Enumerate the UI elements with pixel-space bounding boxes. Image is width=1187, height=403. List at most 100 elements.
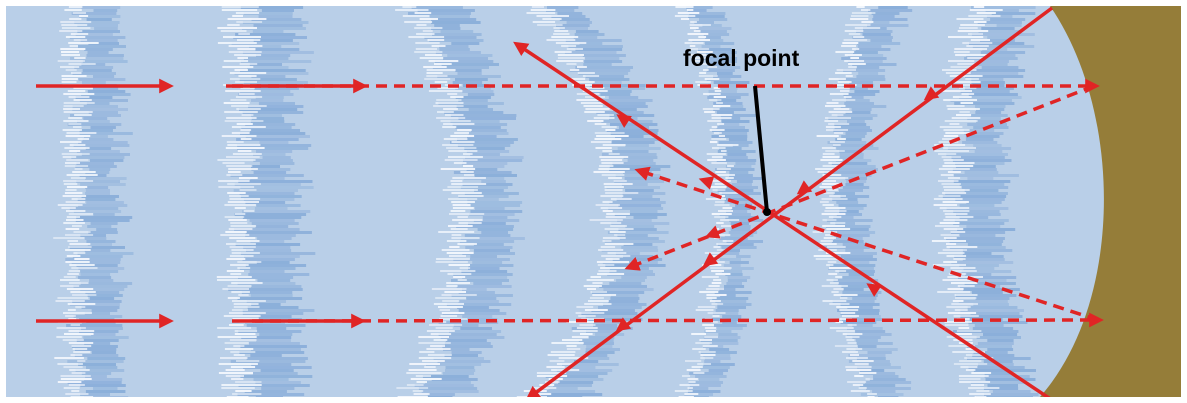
wave-streak <box>609 270 653 273</box>
wave-highlight <box>586 279 614 281</box>
wave-streak <box>80 384 126 387</box>
wave-highlight <box>226 396 249 397</box>
wave-streak <box>705 42 735 45</box>
wave-streak <box>76 180 120 183</box>
wave-streak <box>873 15 895 18</box>
wave-highlight <box>56 327 86 329</box>
wave-highlight <box>706 288 724 290</box>
wave-highlight <box>230 366 256 368</box>
wave-streak <box>593 321 620 324</box>
wave-highlight <box>944 120 978 122</box>
wave-streak <box>246 300 286 303</box>
wave-streak <box>712 297 749 300</box>
wave-streak <box>424 36 477 39</box>
wave-streak <box>967 243 1002 246</box>
wave-highlight <box>946 105 965 107</box>
wave-highlight <box>711 321 718 323</box>
wave-streak <box>249 270 285 273</box>
wave-highlight <box>223 36 261 38</box>
wave-highlight <box>942 192 967 194</box>
wave-streak <box>80 270 119 273</box>
wave-streak <box>611 222 670 225</box>
wave-streak <box>942 195 1007 198</box>
wave-highlight <box>854 375 864 377</box>
wave-streak <box>713 75 742 78</box>
wave-highlight <box>450 135 475 137</box>
wave-streak <box>711 135 748 138</box>
wave-highlight <box>423 66 447 68</box>
wave-highlight <box>236 240 260 242</box>
wave-highlight <box>230 351 256 353</box>
wave-highlight <box>602 150 612 152</box>
wave-highlight <box>943 210 970 212</box>
wave-streak <box>867 351 892 354</box>
wave-highlight <box>443 108 458 110</box>
wave-streak <box>598 306 642 309</box>
wave-streak <box>839 153 864 156</box>
wave-streak <box>474 174 517 177</box>
wave-streak <box>833 216 854 219</box>
wave-highlight <box>942 201 969 203</box>
wave-highlight <box>962 84 973 86</box>
wave-highlight <box>451 234 462 236</box>
wave-streak <box>66 324 123 327</box>
wave-highlight <box>960 102 974 104</box>
wave-highlight <box>408 369 437 371</box>
wave-highlight <box>577 66 587 68</box>
wave-highlight <box>714 204 730 206</box>
wave-highlight <box>829 327 854 329</box>
wave-highlight <box>229 246 256 248</box>
wave-streak <box>959 234 996 237</box>
wave-highlight <box>227 144 261 146</box>
wave-highlight <box>968 15 1001 17</box>
wave-highlight <box>413 393 430 395</box>
wave-highlight <box>821 198 848 200</box>
wave-highlight <box>225 147 265 149</box>
wave-streak <box>251 168 291 171</box>
wave-highlight <box>690 21 697 23</box>
wave-streak <box>437 360 491 363</box>
wave-highlight <box>707 159 726 161</box>
wave-streak <box>723 264 741 267</box>
wave-highlight <box>582 75 600 77</box>
wave-streak <box>247 66 289 69</box>
wave-highlight <box>433 339 448 341</box>
wave-highlight <box>824 120 839 122</box>
wave-streak <box>239 108 298 111</box>
wave-streak <box>856 357 886 360</box>
wave-highlight <box>442 189 478 191</box>
wave-highlight <box>678 396 694 397</box>
wave-streak <box>541 393 603 396</box>
wave-highlight <box>592 282 603 284</box>
reflected-ray-upper <box>634 166 1099 322</box>
wave-streak <box>76 150 120 153</box>
wave-highlight <box>68 342 94 344</box>
wave-highlight <box>686 369 701 371</box>
wave-streak <box>81 372 112 375</box>
wave-streak <box>842 291 882 294</box>
wave-highlight <box>943 237 957 239</box>
wave-streak <box>91 351 117 354</box>
wave-streak <box>947 147 1012 150</box>
wave-streak <box>450 141 514 144</box>
wave-highlight <box>845 336 860 338</box>
wave-streak <box>439 45 469 48</box>
wave-highlight <box>566 63 577 65</box>
wave-streak <box>984 375 1030 378</box>
wave-highlight <box>226 156 260 158</box>
wave-streak <box>600 93 631 96</box>
wave-highlight <box>955 54 990 56</box>
wave-highlight <box>415 42 440 44</box>
wave-highlight <box>601 126 617 128</box>
wave-highlight <box>704 111 715 113</box>
wave-highlight <box>943 228 964 230</box>
wave-streak <box>959 96 1022 99</box>
wave-streak <box>242 309 315 312</box>
wave-streak <box>255 381 301 384</box>
wave-streak <box>700 351 737 354</box>
wave-streak <box>455 126 501 129</box>
wave-highlight <box>72 12 86 14</box>
wave-highlight <box>590 291 607 293</box>
wave-streak <box>715 300 747 303</box>
